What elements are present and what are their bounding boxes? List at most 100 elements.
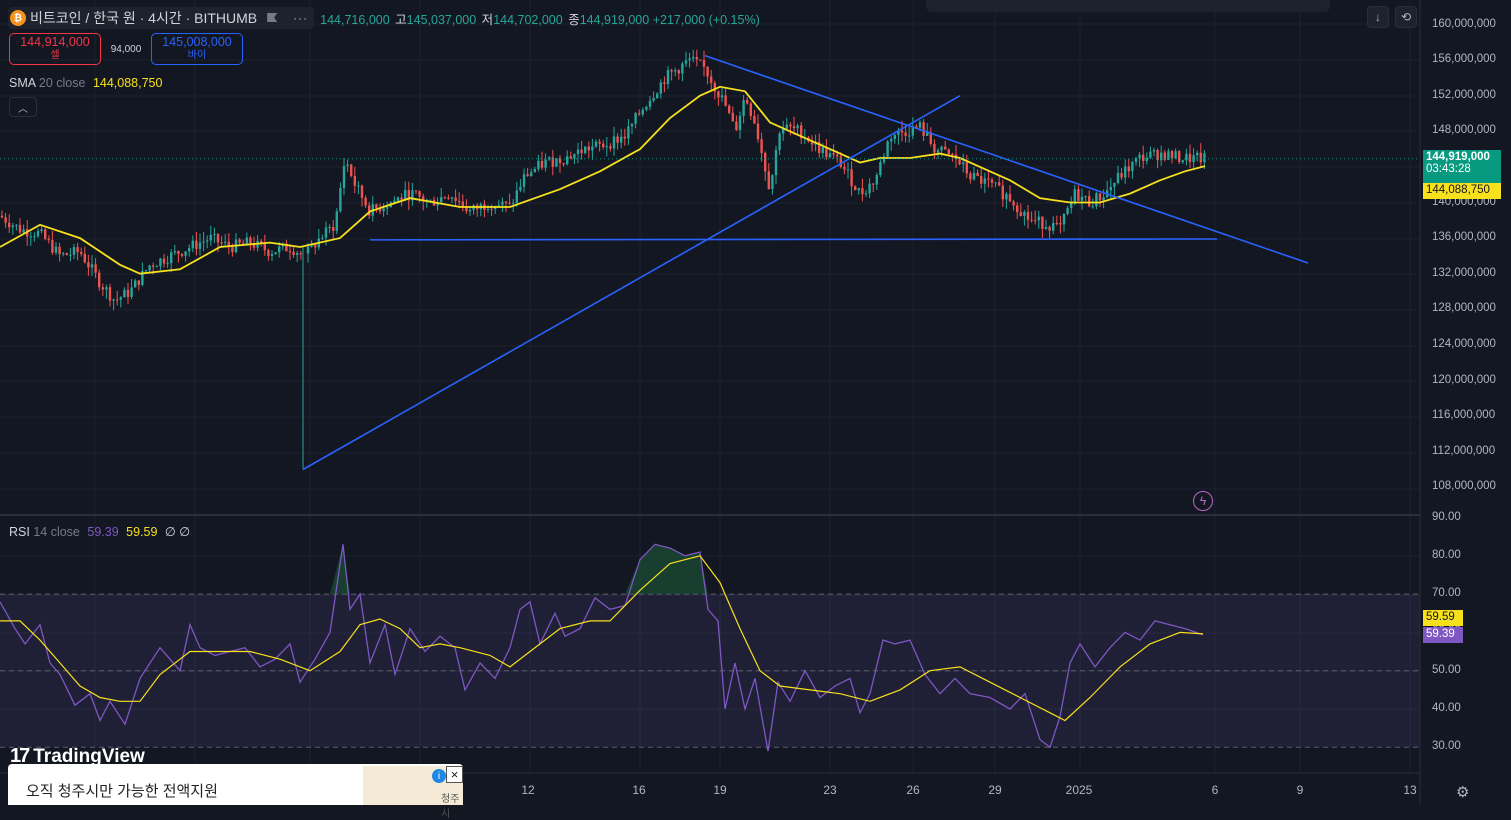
candle xyxy=(1149,146,1152,159)
candle xyxy=(119,296,122,308)
candle xyxy=(357,181,360,195)
ad-text[interactable]: 오직 청주시만 가능한 전액지원 xyxy=(26,783,218,800)
candle xyxy=(476,203,479,217)
candle xyxy=(980,167,983,189)
ad-info-icon[interactable]: i xyxy=(432,769,446,783)
candle xyxy=(670,68,673,81)
candle xyxy=(998,175,1001,187)
symbol-box[interactable]: ₿ 비트코인 / 한국 원 · 4시간 · BITHUMB ··· xyxy=(8,7,315,29)
candle xyxy=(184,251,187,262)
candle xyxy=(69,248,72,262)
candle xyxy=(659,79,662,99)
date-axis-label: 29 xyxy=(988,783,1002,797)
candle xyxy=(674,67,677,77)
rsi-axis-label: 90.00 xyxy=(1432,510,1461,523)
date-axis-label: 2025 xyxy=(1065,783,1093,797)
trendline-ascending-line[interactable] xyxy=(302,95,961,471)
more-icon[interactable]: ··· xyxy=(293,11,309,25)
candle xyxy=(126,282,130,304)
candle xyxy=(454,189,457,206)
bitcoin-icon: ₿ xyxy=(10,10,26,26)
flag-icon[interactable] xyxy=(267,12,279,24)
candle xyxy=(191,235,194,253)
candle xyxy=(443,196,446,200)
candle xyxy=(605,137,608,157)
candle xyxy=(566,150,569,166)
trendlines[interactable] xyxy=(302,54,1309,471)
candle xyxy=(796,123,799,136)
reset-view-icon[interactable]: ⟲ xyxy=(1395,6,1417,28)
candle xyxy=(1134,156,1138,166)
gear-icon[interactable]: ⚙ xyxy=(1456,784,1470,801)
sma-legend[interactable]: SMA 20 close 144,088,750 xyxy=(9,76,162,90)
candle xyxy=(584,146,587,155)
ad-banner[interactable]: 오직 청주시만 가능한 전액지원 청주시 i × xyxy=(8,764,463,820)
candle xyxy=(209,225,212,246)
candle xyxy=(1178,149,1181,164)
open-value: 144,716,000 xyxy=(320,12,390,27)
ad-close-icon[interactable]: × xyxy=(446,766,463,783)
candle xyxy=(8,214,11,234)
candle xyxy=(422,193,425,211)
price-axis-label: 136,000,000 xyxy=(1432,231,1496,244)
candle xyxy=(602,139,605,150)
candle xyxy=(335,208,338,235)
drawing-toolbar[interactable] xyxy=(926,0,1330,12)
rsi-legend[interactable]: RSI 14 close 59.39 59.59 ∅ ∅ xyxy=(9,524,190,539)
trendline-horizontal-support[interactable] xyxy=(369,238,1218,241)
candle xyxy=(1120,168,1123,181)
scroll-down-icon[interactable]: ↓ xyxy=(1367,6,1389,28)
candle xyxy=(18,218,22,235)
candle xyxy=(472,204,475,215)
sell-button[interactable]: 144,914,000 셀 xyxy=(9,33,101,65)
candle xyxy=(1138,152,1141,167)
candle xyxy=(195,231,198,256)
candle xyxy=(1052,216,1055,235)
collapse-legend-button[interactable]: ︿ xyxy=(9,97,37,117)
buy-button[interactable]: 145,008,000 바이 xyxy=(151,33,243,65)
candle xyxy=(555,157,558,167)
candle xyxy=(62,251,65,257)
candle xyxy=(1008,185,1012,203)
candle xyxy=(540,151,544,171)
date-axis-label: 6 xyxy=(1211,783,1219,797)
candle xyxy=(900,120,904,142)
candle xyxy=(386,201,389,216)
candle xyxy=(321,234,324,240)
candle xyxy=(364,195,367,208)
lightning-icon[interactable]: ϟ xyxy=(1193,491,1213,511)
candle xyxy=(371,196,374,222)
candle xyxy=(1127,158,1130,178)
candle xyxy=(749,101,752,120)
rsi-axis-label: 50.00 xyxy=(1432,663,1461,676)
sma-name: SMA xyxy=(9,76,36,90)
candle xyxy=(245,232,248,245)
candle xyxy=(90,255,94,276)
candle xyxy=(1055,215,1058,226)
tradingview-logo[interactable]: 17 TradingView xyxy=(10,745,145,768)
candle xyxy=(764,151,767,181)
symbol-title[interactable]: 비트코인 / 한국 원 · 4시간 · BITHUMB xyxy=(30,10,258,26)
candle xyxy=(612,126,616,156)
candle xyxy=(994,182,997,188)
candle xyxy=(317,228,320,251)
candle xyxy=(314,242,317,255)
candle xyxy=(663,76,666,93)
candle xyxy=(1142,145,1145,169)
price-axis-label: 120,000,000 xyxy=(1432,373,1496,386)
candle xyxy=(87,254,90,276)
sell-label: 셀 xyxy=(50,50,60,61)
candle xyxy=(569,151,572,160)
candle xyxy=(929,127,932,147)
candle xyxy=(141,262,144,287)
candle-countdown: 03:43:28 xyxy=(1426,163,1471,175)
date-axis-label: 9 xyxy=(1296,783,1304,797)
sma-params: 20 close xyxy=(38,76,86,90)
candle xyxy=(400,193,403,207)
candle xyxy=(47,235,50,244)
candle xyxy=(65,252,68,256)
candle xyxy=(155,264,158,268)
trendline-descending-resistance[interactable] xyxy=(704,54,1309,264)
candle xyxy=(11,222,14,235)
